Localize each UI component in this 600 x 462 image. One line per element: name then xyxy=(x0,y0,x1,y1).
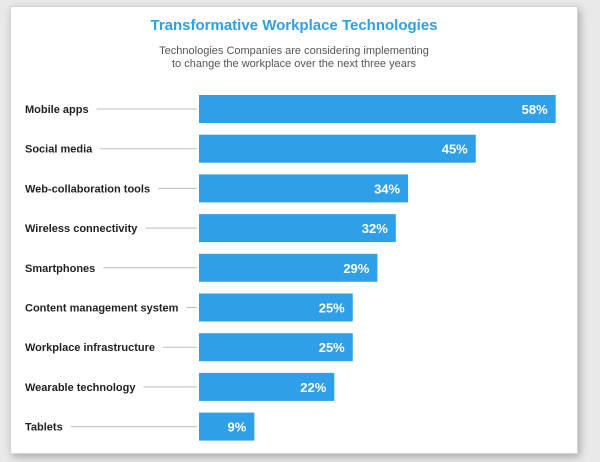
bar xyxy=(199,372,335,401)
bar xyxy=(199,293,353,322)
category-label: Content management system xyxy=(25,303,179,315)
bar-group: Tablets 9% xyxy=(25,412,255,441)
bar-group: Web-collaboration tools 34% xyxy=(25,174,409,203)
bar-group: Social media 45% xyxy=(25,134,476,163)
bar-group: Mobile apps 58% xyxy=(25,95,556,123)
bar xyxy=(199,95,556,123)
category-label: Wireless connectivity xyxy=(25,223,138,235)
bar-group: Wireless connectivity 32% xyxy=(25,214,396,243)
value-label: 25% xyxy=(319,340,345,355)
chart-subtitle: Technologies Companies are considering i… xyxy=(11,45,577,71)
bar-group: Wearable technology 22% xyxy=(25,372,335,401)
bar xyxy=(199,333,353,362)
category-label: Mobile apps xyxy=(25,104,89,116)
bar-group: Content management system 25% xyxy=(25,293,353,322)
subtitle-line-2: to change the workplace over the next th… xyxy=(172,58,416,70)
bar xyxy=(199,412,255,441)
category-label: Smartphones xyxy=(25,263,95,275)
bar-chart: Mobile apps 58% Social media 45% Web-collabo… xyxy=(25,95,556,441)
category-label: Tablets xyxy=(25,422,63,434)
bar xyxy=(199,134,476,163)
value-label: 34% xyxy=(374,181,400,196)
category-label: Workplace infrastructure xyxy=(25,342,155,354)
value-label: 25% xyxy=(319,301,345,316)
value-label: 22% xyxy=(300,380,326,395)
value-label: 45% xyxy=(442,142,468,157)
category-label: Social media xyxy=(25,144,93,156)
category-label: Web-collaboration tools xyxy=(25,183,150,195)
bar xyxy=(199,174,409,203)
chart-card: Transformative Workplace Technologies Te… xyxy=(10,6,578,454)
value-label: 32% xyxy=(362,221,388,236)
value-label: 58% xyxy=(522,102,548,117)
subtitle-line-1: Technologies Companies are considering i… xyxy=(159,45,429,57)
bar-group: Smartphones 29% xyxy=(25,253,378,282)
value-label: 9% xyxy=(228,420,247,435)
category-label: Wearable technology xyxy=(25,382,136,394)
chart-title: Transformative Workplace Technologies xyxy=(150,17,438,34)
bar-group: Workplace infrastructure 25% xyxy=(25,333,353,362)
bar xyxy=(199,214,396,243)
value-label: 29% xyxy=(343,261,369,276)
bar xyxy=(199,253,378,282)
